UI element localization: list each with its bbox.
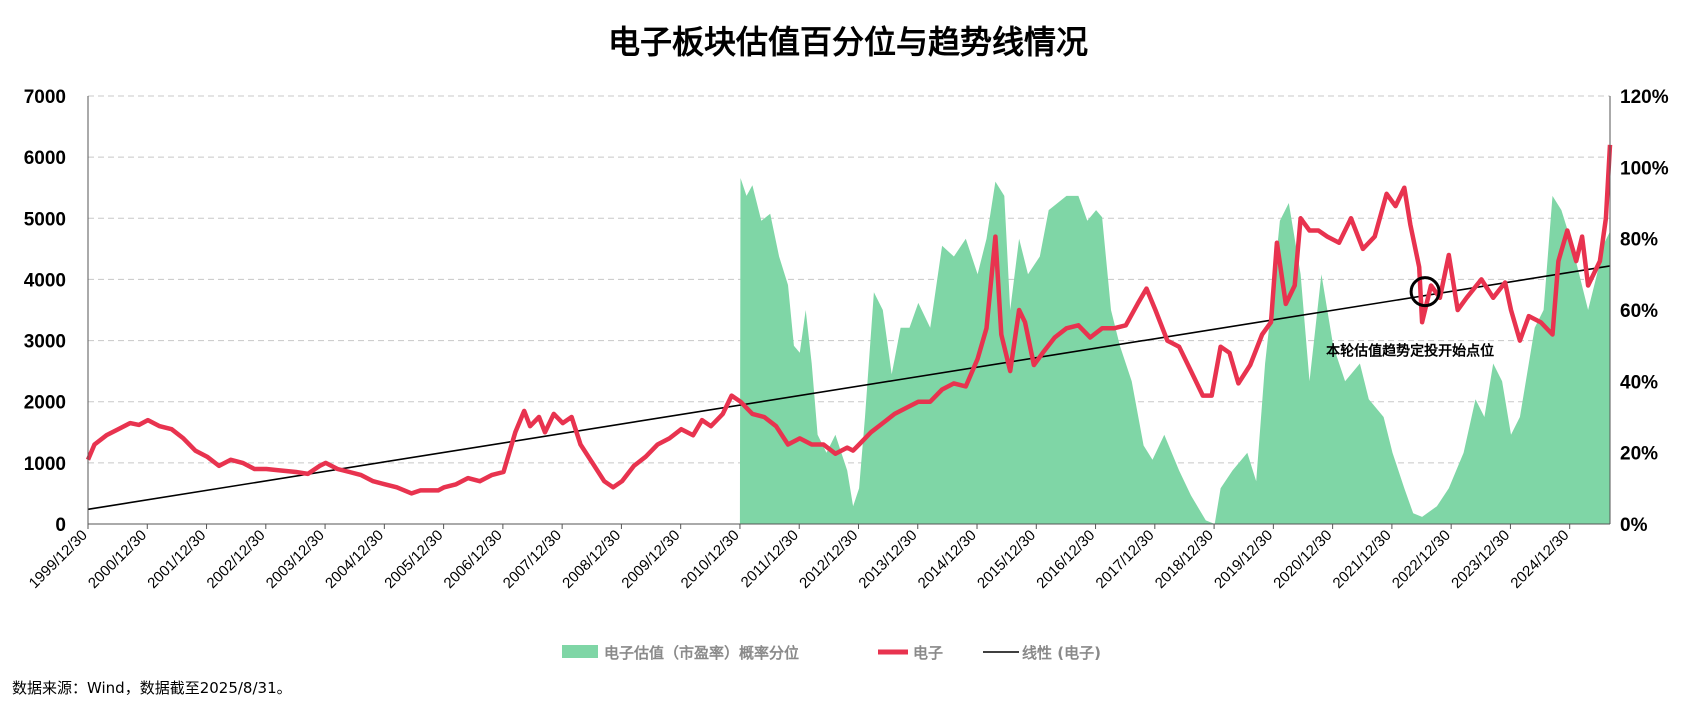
x-axis-ticks: 1999/12/302000/12/302001/12/302002/12/30…: [26, 524, 1573, 592]
right-tick-label: 80%: [1620, 230, 1658, 251]
percentile-area: [739, 178, 1610, 524]
right-tick-label: 40%: [1620, 372, 1658, 393]
x-tick-label: 1999/12/30: [26, 527, 91, 592]
left-tick-label: 1000: [24, 454, 66, 475]
left-tick-label: 4000: [24, 270, 66, 291]
x-tick-label: 2012/12/30: [796, 527, 861, 592]
left-tick-label: 6000: [24, 148, 66, 169]
right-tick-label: 0%: [1620, 515, 1648, 536]
x-tick-label: 2022/12/30: [1389, 527, 1454, 592]
left-tick-label: 3000: [24, 332, 66, 353]
left-tick-label: 2000: [24, 393, 66, 414]
right-tick-label: 20%: [1620, 444, 1658, 465]
right-axis-ticks: 0% 20% 40% 60% 80% 100% 120%: [1620, 87, 1669, 536]
x-tick-label: 2023/12/30: [1448, 527, 1513, 592]
source-note: 数据来源：Wind，数据截至2025/8/31。: [12, 679, 292, 697]
percentile-area-layer: [739, 178, 1610, 524]
right-tick-label: 100%: [1620, 158, 1669, 179]
legend-label-line: 电子: [913, 644, 943, 662]
x-tick-label: 2000/12/30: [85, 527, 150, 592]
x-tick-label: 2017/12/30: [1093, 527, 1158, 592]
annotation-text: 本轮估值趋势定投开始点位: [1326, 343, 1494, 360]
chart-title: 电子板块估值百分位与趋势线情况: [608, 23, 1088, 61]
left-axis-ticks: 0 1000 2000 3000 4000 5000 6000 7000: [24, 87, 66, 536]
x-tick-label: 2008/12/30: [559, 527, 624, 592]
price-line: [85, 144, 1613, 496]
annotation: 本轮估值趋势定投开始点位: [1326, 276, 1494, 360]
grid-lines: [88, 95, 1610, 464]
legend: 电子估值（市盈率）概率分位 电子 线性 (电子): [562, 644, 1101, 662]
price-line-layer: [85, 144, 1613, 496]
legend-label-trend: 线性 (电子): [1022, 644, 1101, 662]
x-tick-label: 2006/12/30: [441, 527, 506, 592]
x-tick-label: 2018/12/30: [1152, 527, 1217, 592]
x-tick-label: 2016/12/30: [1033, 527, 1098, 592]
x-tick-label: 2004/12/30: [322, 527, 387, 592]
x-tick-label: 2014/12/30: [915, 527, 980, 592]
left-tick-label: 5000: [24, 209, 66, 230]
x-tick-label: 2001/12/30: [144, 527, 209, 592]
x-tick-label: 2019/12/30: [1211, 527, 1276, 592]
right-tick-label: 120%: [1620, 87, 1669, 108]
x-tick-label: 2021/12/30: [1330, 527, 1395, 592]
left-tick-label: 0: [55, 515, 66, 536]
x-tick-label: 2024/12/30: [1507, 527, 1572, 592]
left-tick-label: 7000: [24, 87, 66, 108]
x-tick-label: 2005/12/30: [381, 527, 446, 592]
legend-swatch-area: [562, 645, 598, 658]
x-tick-label: 2020/12/30: [1270, 527, 1335, 592]
x-tick-label: 2009/12/30: [618, 527, 683, 592]
x-tick-label: 2002/12/30: [204, 527, 269, 592]
x-tick-label: 2010/12/30: [678, 527, 743, 592]
annotation-circle: [1409, 276, 1441, 308]
x-tick-label: 2013/12/30: [855, 527, 920, 592]
x-tick-label: 2003/12/30: [263, 527, 328, 592]
x-tick-label: 2011/12/30: [738, 527, 802, 591]
legend-label-area: 电子估值（市盈率）概率分位: [604, 644, 799, 662]
x-tick-label: 2007/12/30: [500, 527, 565, 592]
x-tick-label: 2015/12/30: [974, 527, 1039, 592]
right-tick-label: 60%: [1620, 301, 1658, 322]
axes: [87, 96, 1611, 525]
